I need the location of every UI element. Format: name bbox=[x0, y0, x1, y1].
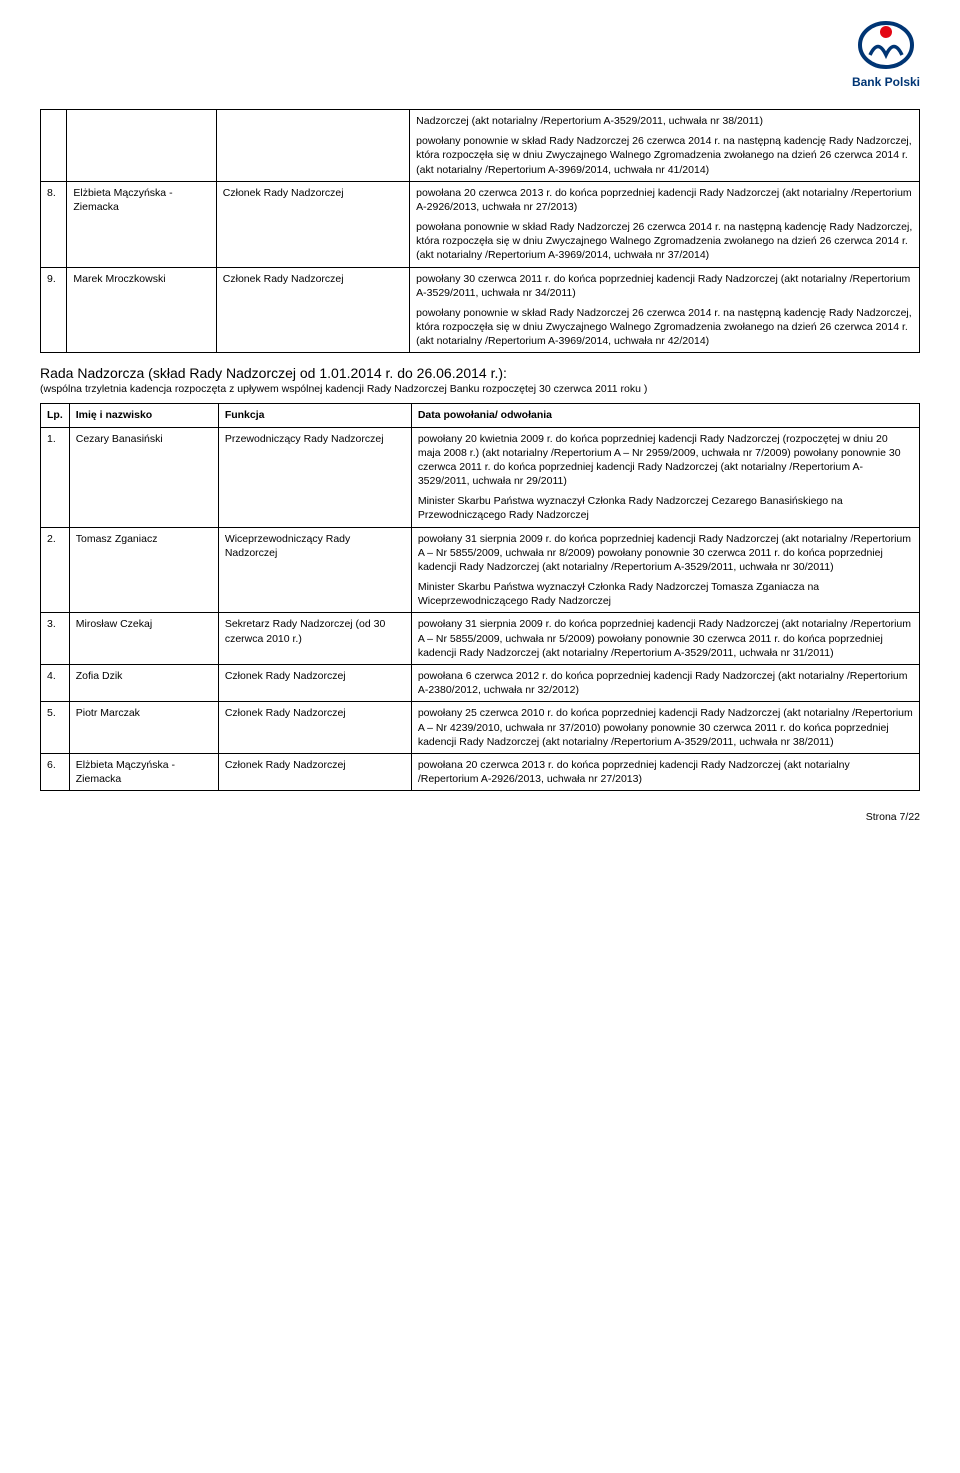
func-cell bbox=[216, 110, 409, 182]
data-cell: powołany 30 czerwca 2011 r. do końca pop… bbox=[410, 267, 920, 353]
name-cell: Piotr Marczak bbox=[69, 702, 218, 754]
name-cell bbox=[67, 110, 216, 182]
table-row: 1.Cezary BanasińskiPrzewodniczący Rady N… bbox=[41, 427, 920, 527]
header-lp: Lp. bbox=[41, 404, 70, 427]
data-cell: powołany 25 czerwca 2010 r. do końca pop… bbox=[411, 702, 919, 754]
paragraph: powołana 20 czerwca 2013 r. do końca pop… bbox=[418, 758, 913, 786]
lp-cell: 8. bbox=[41, 181, 67, 267]
table-1: Nadzorczej (akt notarialny /Repertorium … bbox=[40, 109, 920, 353]
lp-cell: 6. bbox=[41, 753, 70, 790]
lp-cell bbox=[41, 110, 67, 182]
name-cell: Tomasz Zganiacz bbox=[69, 527, 218, 613]
table-row: Nadzorczej (akt notarialny /Repertorium … bbox=[41, 110, 920, 182]
paragraph: powołana 6 czerwca 2012 r. do końca popr… bbox=[418, 669, 913, 697]
func-cell: Członek Rady Nadzorczej bbox=[216, 181, 409, 267]
func-cell: Członek Rady Nadzorczej bbox=[218, 702, 411, 754]
logo: Bank Polski bbox=[852, 20, 920, 89]
func-cell: Członek Rady Nadzorczej bbox=[218, 664, 411, 701]
lp-cell: 3. bbox=[41, 613, 70, 665]
func-cell: Członek Rady Nadzorczej bbox=[218, 753, 411, 790]
paragraph: powołany ponownie w skład Rady Nadzorcze… bbox=[416, 306, 913, 349]
data-cell: powołana 20 czerwca 2013 r. do końca pop… bbox=[410, 181, 920, 267]
logo-container: Bank Polski bbox=[40, 20, 920, 89]
paragraph: Minister Skarbu Państwa wyznaczył Członk… bbox=[418, 494, 913, 522]
lp-cell: 5. bbox=[41, 702, 70, 754]
table-row: 3.Mirosław CzekajSekretarz Rady Nadzorcz… bbox=[41, 613, 920, 665]
name-cell: Marek Mroczkowski bbox=[67, 267, 216, 353]
table-row: 9.Marek MroczkowskiCzłonek Rady Nadzorcz… bbox=[41, 267, 920, 353]
name-cell: Cezary Banasiński bbox=[69, 427, 218, 527]
paragraph: powołana 20 czerwca 2013 r. do końca pop… bbox=[416, 186, 913, 214]
func-cell: Wiceprzewodniczący Rady Nadzorczej bbox=[218, 527, 411, 613]
header-name: Imię i nazwisko bbox=[69, 404, 218, 427]
data-cell: powołany 31 sierpnia 2009 r. do końca po… bbox=[411, 527, 919, 613]
data-cell: powołany 31 sierpnia 2009 r. do końca po… bbox=[411, 613, 919, 665]
data-cell: Nadzorczej (akt notarialny /Repertorium … bbox=[410, 110, 920, 182]
lp-cell: 4. bbox=[41, 664, 70, 701]
lp-cell: 1. bbox=[41, 427, 70, 527]
paragraph: Nadzorczej (akt notarialny /Repertorium … bbox=[416, 114, 913, 128]
paragraph: powołana ponownie w skład Rady Nadzorcze… bbox=[416, 220, 913, 263]
section-subtitle: (wspólna trzyletnia kadencja rozpoczęta … bbox=[40, 383, 920, 395]
table-row: 5.Piotr MarczakCzłonek Rady Nadzorczejpo… bbox=[41, 702, 920, 754]
lp-cell: 2. bbox=[41, 527, 70, 613]
page-footer: Strona 7/22 bbox=[40, 811, 920, 823]
lp-cell: 9. bbox=[41, 267, 67, 353]
name-cell: Elżbieta Mączyńska - Ziemacka bbox=[69, 753, 218, 790]
data-cell: powołany 20 kwietnia 2009 r. do końca po… bbox=[411, 427, 919, 527]
func-cell: Sekretarz Rady Nadzorczej (od 30 czerwca… bbox=[218, 613, 411, 665]
paragraph: powołany 20 kwietnia 2009 r. do końca po… bbox=[418, 432, 913, 489]
header-data: Data powołania/ odwołania bbox=[411, 404, 919, 427]
table-row: 4.Zofia DzikCzłonek Rady Nadzorczejpowoł… bbox=[41, 664, 920, 701]
func-cell: Przewodniczący Rady Nadzorczej bbox=[218, 427, 411, 527]
paragraph: powołany 31 sierpnia 2009 r. do końca po… bbox=[418, 617, 913, 660]
section-title: Rada Nadzorcza (skład Rady Nadzorczej od… bbox=[40, 365, 920, 381]
name-cell: Mirosław Czekaj bbox=[69, 613, 218, 665]
name-cell: Zofia Dzik bbox=[69, 664, 218, 701]
paragraph: powołany ponownie w skład Rady Nadzorcze… bbox=[416, 134, 913, 177]
table-row: 6.Elżbieta Mączyńska - ZiemackaCzłonek R… bbox=[41, 753, 920, 790]
table-header-row: Lp. Imię i nazwisko Funkcja Data powołan… bbox=[41, 404, 920, 427]
header-func: Funkcja bbox=[218, 404, 411, 427]
pko-logo-icon bbox=[856, 20, 916, 70]
logo-text: Bank Polski bbox=[852, 75, 920, 89]
paragraph: powołany 31 sierpnia 2009 r. do końca po… bbox=[418, 532, 913, 575]
paragraph: powołany 30 czerwca 2011 r. do końca pop… bbox=[416, 272, 913, 300]
data-cell: powołana 6 czerwca 2012 r. do końca popr… bbox=[411, 664, 919, 701]
table-row: 2.Tomasz ZganiaczWiceprzewodniczący Rady… bbox=[41, 527, 920, 613]
paragraph: Minister Skarbu Państwa wyznaczył Członk… bbox=[418, 580, 913, 608]
paragraph: powołany 25 czerwca 2010 r. do końca pop… bbox=[418, 706, 913, 749]
func-cell: Członek Rady Nadzorczej bbox=[216, 267, 409, 353]
data-cell: powołana 20 czerwca 2013 r. do końca pop… bbox=[411, 753, 919, 790]
name-cell: Elżbieta Mączyńska - Ziemacka bbox=[67, 181, 216, 267]
table-2: Lp. Imię i nazwisko Funkcja Data powołan… bbox=[40, 403, 920, 791]
table-row: 8.Elżbieta Mączyńska - ZiemackaCzłonek R… bbox=[41, 181, 920, 267]
